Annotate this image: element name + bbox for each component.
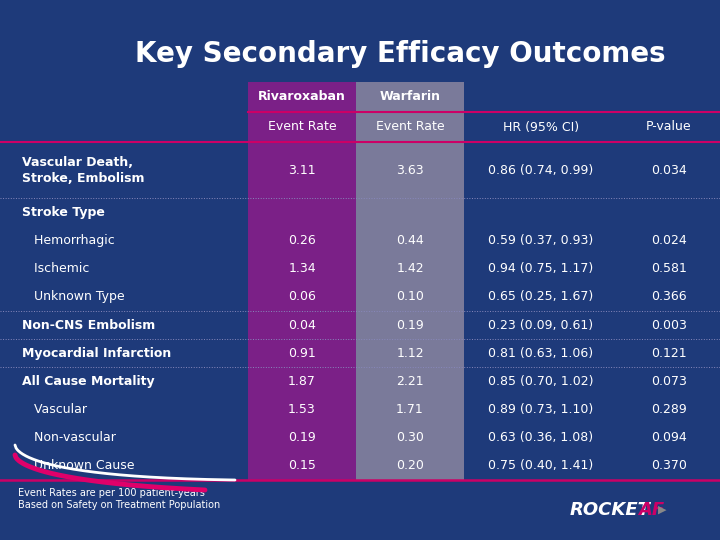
Text: 0.19: 0.19 <box>288 431 316 444</box>
Text: 0.073: 0.073 <box>651 375 687 388</box>
Text: Vascular Death,
Stroke, Embolism: Vascular Death, Stroke, Embolism <box>22 156 145 185</box>
Text: 3.63: 3.63 <box>396 164 424 177</box>
Text: Warfarin: Warfarin <box>379 91 441 104</box>
Bar <box>356 82 464 480</box>
Text: Myocardial Infarction: Myocardial Infarction <box>22 347 171 360</box>
Text: 0.59 (0.37, 0.93): 0.59 (0.37, 0.93) <box>488 234 593 247</box>
Text: P-value: P-value <box>646 120 692 133</box>
Text: Hemorrhagic: Hemorrhagic <box>22 234 114 247</box>
Text: 0.63 (0.36, 1.08): 0.63 (0.36, 1.08) <box>488 431 593 444</box>
Text: 1.34: 1.34 <box>288 262 316 275</box>
Text: 0.034: 0.034 <box>651 164 687 177</box>
Text: Non-vascular: Non-vascular <box>22 431 116 444</box>
Text: 0.121: 0.121 <box>651 347 687 360</box>
Text: Vascular: Vascular <box>22 403 87 416</box>
Text: 0.003: 0.003 <box>651 319 687 332</box>
Text: 0.81 (0.63, 1.06): 0.81 (0.63, 1.06) <box>488 347 593 360</box>
Text: 0.366: 0.366 <box>651 291 687 303</box>
Text: 0.04: 0.04 <box>288 319 316 332</box>
Text: 1.42: 1.42 <box>396 262 424 275</box>
Text: Event Rates are per 100 patient-years: Event Rates are per 100 patient-years <box>18 488 205 498</box>
Text: HR (95% CI): HR (95% CI) <box>503 120 579 133</box>
Text: 0.20: 0.20 <box>396 460 424 472</box>
Text: 0.26: 0.26 <box>288 234 316 247</box>
Text: Event Rate: Event Rate <box>268 120 336 133</box>
Text: Rivaroxaban: Rivaroxaban <box>258 91 346 104</box>
Text: 0.65 (0.25, 1.67): 0.65 (0.25, 1.67) <box>488 291 593 303</box>
Text: 3.11: 3.11 <box>288 164 316 177</box>
Text: 0.10: 0.10 <box>396 291 424 303</box>
Text: 0.19: 0.19 <box>396 319 424 332</box>
Text: 0.289: 0.289 <box>651 403 687 416</box>
Text: ROCKET: ROCKET <box>570 501 651 519</box>
Text: 0.370: 0.370 <box>651 460 687 472</box>
Text: 0.15: 0.15 <box>288 460 316 472</box>
Text: 0.30: 0.30 <box>396 431 424 444</box>
Text: Non-CNS Embolism: Non-CNS Embolism <box>22 319 156 332</box>
Text: Stroke Type: Stroke Type <box>22 206 105 219</box>
Text: 0.75 (0.40, 1.41): 0.75 (0.40, 1.41) <box>488 460 593 472</box>
Text: Ischemic: Ischemic <box>22 262 89 275</box>
Text: Unknown Cause: Unknown Cause <box>22 460 135 472</box>
Text: 2.21: 2.21 <box>396 375 424 388</box>
Text: 0.44: 0.44 <box>396 234 424 247</box>
Text: 0.23 (0.09, 0.61): 0.23 (0.09, 0.61) <box>488 319 593 332</box>
Text: 0.85 (0.70, 1.02): 0.85 (0.70, 1.02) <box>488 375 594 388</box>
Text: 1.12: 1.12 <box>396 347 424 360</box>
Text: 0.91: 0.91 <box>288 347 316 360</box>
Text: Unknown Type: Unknown Type <box>22 291 125 303</box>
Text: 0.024: 0.024 <box>651 234 687 247</box>
Text: 0.94 (0.75, 1.17): 0.94 (0.75, 1.17) <box>488 262 593 275</box>
Text: 1.53: 1.53 <box>288 403 316 416</box>
Bar <box>248 82 356 480</box>
Text: 0.86 (0.74, 0.99): 0.86 (0.74, 0.99) <box>488 164 593 177</box>
Text: 0.094: 0.094 <box>651 431 687 444</box>
Text: 1.87: 1.87 <box>288 375 316 388</box>
Text: 0.581: 0.581 <box>651 262 687 275</box>
Text: All Cause Mortality: All Cause Mortality <box>22 375 155 388</box>
Text: 1.71: 1.71 <box>396 403 424 416</box>
Text: 0.89 (0.73, 1.10): 0.89 (0.73, 1.10) <box>488 403 593 416</box>
Text: Event Rate: Event Rate <box>376 120 444 133</box>
Text: Key Secondary Efficacy Outcomes: Key Secondary Efficacy Outcomes <box>135 40 665 68</box>
Text: 0.06: 0.06 <box>288 291 316 303</box>
Text: Based on Safety on Treatment Population: Based on Safety on Treatment Population <box>18 500 220 510</box>
Text: AF: AF <box>638 501 664 519</box>
Text: ▶: ▶ <box>658 505 667 515</box>
